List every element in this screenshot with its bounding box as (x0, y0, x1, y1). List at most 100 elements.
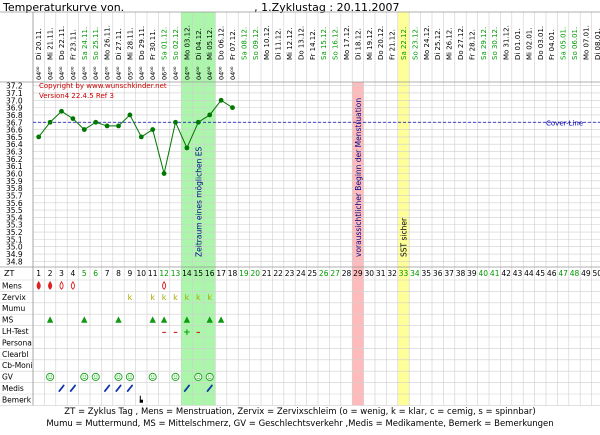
smiley-eye (119, 375, 121, 377)
row-label: Persona (2, 338, 32, 347)
gv-smiley-icon (205, 372, 214, 381)
row-label: GV (2, 373, 14, 382)
y-tick-label: 35.5 (6, 206, 23, 215)
y-tick-label: 37.1 (6, 89, 23, 98)
zt-day-label: 20 (251, 269, 261, 278)
zt-day-label: 14 (182, 269, 192, 278)
temperature-point (230, 105, 235, 111)
zt-day-label: 27 (330, 269, 340, 278)
smiley-face (125, 372, 134, 381)
zt-day-label: 42 (501, 269, 511, 278)
time-label: 04⁰⁰ (218, 66, 226, 80)
sst-zone-label: SST sicher (400, 217, 409, 257)
gv-smiley-icon (125, 372, 134, 381)
date-label: Do 22.11. (58, 26, 66, 60)
zt-day-label: 45 (536, 269, 546, 278)
temperature-point (47, 119, 53, 125)
y-tick-label: 36.7 (6, 118, 23, 127)
smiley-face (205, 372, 214, 381)
y-tick-label: 34.9 (6, 250, 23, 259)
gv-smiley-icon (91, 372, 100, 381)
date-label: Sa 29.12. (480, 27, 488, 60)
time-label: 04⁰⁰ (195, 66, 203, 80)
y-tick-label: 35.6 (6, 199, 23, 208)
date-label: Fr 28.12. (468, 29, 476, 60)
zt-day-label: 28 (342, 269, 352, 278)
date-label: Mi 26.12. (446, 28, 454, 60)
date-label: So 25.11. (92, 27, 100, 60)
smiley-eye (130, 375, 132, 377)
y-tick-label: 34.8 (6, 257, 23, 266)
time-label: 04⁰⁰ (172, 66, 180, 80)
zt-day-label: 6 (93, 269, 98, 278)
page-header: Temperaturkurve von. , 1.Zyklustag : 20.1… (3, 1, 400, 14)
medis-pill-icon (104, 384, 111, 393)
zt-day-label: 41 (490, 269, 500, 278)
date-label: Mi 21.11. (47, 28, 55, 60)
zt-day-label: 34 (410, 269, 420, 278)
date-label: Do 20.12. (377, 26, 385, 60)
bemerk-pointer-icon (139, 395, 143, 403)
cover-line-label: Cover-Line (546, 119, 583, 127)
zervix-mark: k (150, 293, 155, 302)
zt-day-label: 16 (205, 269, 215, 278)
temperature-point (150, 127, 156, 132)
cycle-info: , 1.Zyklustag : 20.11.2007 (254, 1, 400, 14)
zt-day-label: 21 (262, 269, 272, 278)
date-label: Fr 30.11. (149, 29, 157, 60)
lh-test-mark: – (196, 328, 201, 338)
date-label: Di 04.12. (195, 28, 203, 60)
lh-test-mark: – (162, 328, 167, 338)
zt-day-label: 8 (116, 269, 121, 278)
time-label: 04⁰⁰ (104, 66, 112, 80)
zt-day-label: 18 (228, 269, 238, 278)
time-label: 04⁰⁰ (47, 66, 55, 80)
date-label: Do 27.12. (457, 26, 465, 60)
medis-pill-icon (58, 384, 65, 393)
date-label: Mo 03.12. (183, 25, 191, 60)
zt-day-label: 23 (285, 269, 295, 278)
medis-pill-icon (69, 384, 76, 393)
time-label: 04⁰⁰ (81, 66, 89, 80)
date-label: So 23.12. (411, 27, 419, 60)
temperature-point (36, 134, 42, 140)
date-label: Mi 05.12. (206, 28, 214, 60)
ms-triangle-icon (115, 316, 122, 323)
zt-day-label: 7 (105, 269, 110, 278)
temperature-point (195, 119, 201, 125)
zervix-mark: k (173, 293, 178, 302)
date-label: So 09.12. (252, 27, 260, 60)
y-tick-label: 35.9 (6, 177, 23, 186)
smiley-face (148, 372, 157, 381)
gv-smiley-icon (148, 372, 157, 381)
time-label: 04⁰⁰ (229, 66, 237, 80)
zt-day-label: 15 (194, 269, 204, 278)
time-label: 04⁰⁰ (149, 66, 157, 80)
smiley-eye (153, 375, 155, 377)
zt-day-label: 47 (558, 269, 568, 278)
zt-day-label: 10 (137, 269, 147, 278)
y-tick-label: 35.3 (6, 221, 23, 230)
date-label: Di 11.12. (275, 28, 283, 60)
time-label: 04⁰⁰ (92, 66, 100, 80)
row-label: Clearbl (2, 350, 28, 359)
gv-smiley-icon (171, 372, 180, 381)
smiley-mouth (173, 377, 178, 379)
y-tick-label: 35.8 (6, 184, 23, 193)
date-label: Mo 31.12. (503, 25, 511, 60)
row-label: Mumu (2, 304, 26, 313)
date-label: Mo 07.01. (582, 25, 590, 60)
zervix-mark: k (162, 293, 167, 302)
date-label: Fr 04.01. (548, 29, 556, 60)
mens-drop-icon (162, 280, 167, 290)
zt-day-label: 39 (467, 269, 477, 278)
smiley-face (114, 372, 123, 381)
copyright-text: Copyright by www.wunschkinder.net (39, 82, 167, 90)
medis-pill-icon (115, 384, 122, 393)
smiley-mouth (127, 377, 132, 379)
smiley-eye (151, 375, 152, 377)
smiley-eye (96, 375, 98, 377)
y-tick-label: 35.4 (6, 213, 23, 222)
ms-triangle-icon (217, 316, 225, 323)
date-label: Di 01.01. (514, 28, 522, 60)
